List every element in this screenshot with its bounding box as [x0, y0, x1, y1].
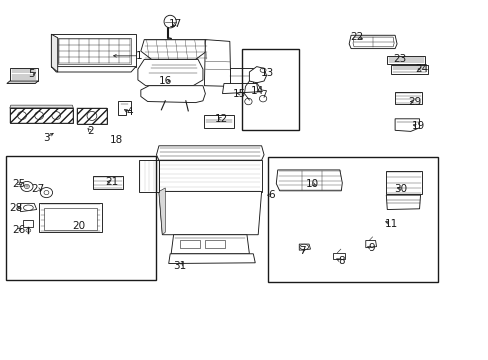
- Polygon shape: [386, 56, 425, 64]
- Text: 8: 8: [337, 256, 344, 266]
- Polygon shape: [7, 81, 38, 84]
- Polygon shape: [394, 119, 419, 131]
- Polygon shape: [386, 171, 421, 194]
- Ellipse shape: [24, 184, 29, 189]
- Text: 24: 24: [414, 64, 427, 74]
- Text: 15: 15: [232, 89, 246, 99]
- Polygon shape: [168, 254, 255, 264]
- Polygon shape: [156, 146, 264, 160]
- Ellipse shape: [40, 188, 53, 198]
- Ellipse shape: [244, 98, 252, 105]
- Text: 2: 2: [87, 126, 94, 136]
- Polygon shape: [159, 192, 261, 235]
- Text: 22: 22: [349, 32, 363, 42]
- Polygon shape: [222, 84, 258, 94]
- Polygon shape: [51, 34, 58, 72]
- Polygon shape: [299, 244, 310, 250]
- Bar: [267, 157, 437, 282]
- Polygon shape: [394, 92, 421, 104]
- Polygon shape: [276, 170, 342, 191]
- Polygon shape: [58, 38, 131, 64]
- Ellipse shape: [260, 68, 265, 72]
- Polygon shape: [171, 235, 249, 254]
- Text: 10: 10: [305, 179, 318, 189]
- Text: 30: 30: [394, 184, 407, 194]
- Text: 28: 28: [9, 203, 22, 213]
- Bar: [44, 208, 97, 230]
- Ellipse shape: [87, 111, 97, 120]
- Polygon shape: [352, 37, 393, 47]
- Polygon shape: [10, 105, 73, 108]
- Text: 31: 31: [173, 261, 186, 271]
- Bar: [242, 49, 299, 130]
- Ellipse shape: [20, 181, 33, 192]
- Text: 3: 3: [43, 132, 50, 143]
- Polygon shape: [138, 59, 203, 86]
- Bar: [180, 240, 199, 248]
- Text: 16: 16: [158, 76, 172, 86]
- Polygon shape: [51, 34, 136, 67]
- Text: 18: 18: [109, 135, 123, 145]
- Ellipse shape: [259, 95, 266, 102]
- Text: 6: 6: [267, 190, 274, 200]
- Text: 5: 5: [28, 69, 35, 79]
- Text: 19: 19: [410, 121, 424, 131]
- Ellipse shape: [163, 15, 176, 28]
- Text: 7: 7: [298, 246, 305, 256]
- Ellipse shape: [44, 190, 49, 195]
- Text: 14: 14: [250, 86, 264, 96]
- Ellipse shape: [18, 112, 26, 120]
- Polygon shape: [51, 67, 136, 72]
- Bar: [205, 240, 224, 248]
- Text: 26: 26: [12, 225, 25, 235]
- Polygon shape: [141, 40, 207, 59]
- Bar: [6, 156, 155, 280]
- Polygon shape: [204, 40, 230, 86]
- Text: 1: 1: [136, 51, 142, 61]
- Text: 9: 9: [367, 243, 374, 253]
- Text: 20: 20: [73, 221, 85, 231]
- Text: 4: 4: [126, 107, 133, 117]
- Polygon shape: [141, 86, 205, 103]
- Polygon shape: [159, 160, 261, 192]
- Polygon shape: [139, 160, 159, 192]
- Polygon shape: [20, 203, 37, 212]
- Text: 27: 27: [31, 184, 45, 194]
- Polygon shape: [204, 115, 233, 128]
- Ellipse shape: [35, 112, 43, 120]
- Polygon shape: [10, 108, 73, 123]
- Text: 25: 25: [12, 179, 25, 189]
- Polygon shape: [249, 67, 266, 83]
- Text: 23: 23: [392, 54, 406, 64]
- Ellipse shape: [23, 205, 33, 210]
- Polygon shape: [333, 253, 344, 259]
- Polygon shape: [229, 68, 253, 84]
- Polygon shape: [39, 203, 102, 232]
- Polygon shape: [348, 35, 396, 49]
- Polygon shape: [77, 108, 106, 124]
- Text: 11: 11: [384, 219, 397, 229]
- Ellipse shape: [26, 229, 31, 232]
- Polygon shape: [23, 220, 33, 227]
- Ellipse shape: [299, 244, 308, 250]
- Text: 21: 21: [104, 177, 118, 187]
- Polygon shape: [390, 65, 427, 74]
- Text: 29: 29: [407, 96, 421, 107]
- Text: 17: 17: [168, 19, 182, 30]
- Polygon shape: [386, 195, 420, 210]
- Text: 12: 12: [214, 114, 227, 124]
- Ellipse shape: [52, 112, 61, 120]
- Text: 13: 13: [260, 68, 274, 78]
- Polygon shape: [365, 240, 376, 248]
- Polygon shape: [118, 101, 131, 115]
- Polygon shape: [159, 188, 165, 235]
- Polygon shape: [10, 68, 38, 81]
- Polygon shape: [93, 176, 123, 189]
